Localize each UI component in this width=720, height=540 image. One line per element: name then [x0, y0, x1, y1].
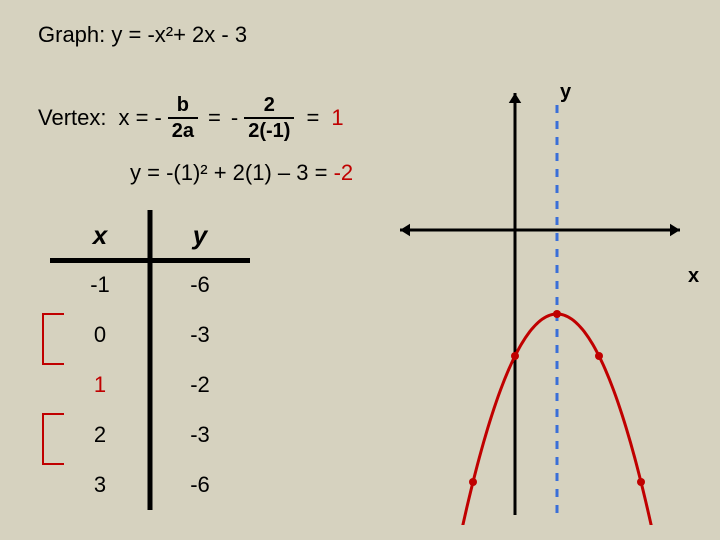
table-cell-x: -1 [50, 272, 150, 298]
x-axis-label: x [688, 265, 699, 288]
equals-1: = [208, 105, 221, 131]
table-header-y: y [150, 220, 250, 251]
graph-svg [400, 85, 700, 525]
vertex-equation: Vertex: x = - b 2a = - 2 2(-1) = 1 [38, 95, 344, 141]
value-table: x y -1-60-31-22-33-6 [50, 210, 250, 510]
y-calculation: y = -(1)² + 2(1) – 3 = -2 [130, 160, 353, 186]
y-calc-result: -2 [334, 160, 354, 185]
frac1-num: b [173, 95, 193, 117]
table-cell-y: -6 [150, 272, 250, 298]
minus-sign-2: - [231, 105, 238, 131]
table-vline [148, 210, 153, 510]
y-calc-prefix: y = -(1)² + 2(1) – 3 = [130, 160, 334, 185]
table-cell-x: 3 [50, 472, 150, 498]
frac2-den: 2(-1) [244, 117, 294, 141]
fraction-2-2neg1: 2 2(-1) [244, 95, 294, 141]
frac1-den: 2a [168, 117, 198, 141]
bracket-bottom [42, 413, 64, 465]
vertex-label: Vertex: [38, 105, 106, 131]
frac2-num: 2 [260, 95, 279, 117]
fraction-b-2a: b 2a [168, 95, 198, 141]
table-header-x: x [50, 220, 150, 251]
page-title: Graph: y = -x²+ 2x - 3 [38, 22, 247, 48]
table-cell-x: 2 [50, 422, 150, 448]
table-cell-x: 1 [50, 372, 150, 398]
vertex-xeq: x = [118, 105, 148, 131]
bracket-top [42, 313, 64, 365]
y-axis-label: y [560, 81, 571, 104]
equals-2: = [306, 105, 319, 131]
table-hline [50, 258, 250, 263]
table-cell-y: -2 [150, 372, 250, 398]
table-cell-y: -6 [150, 472, 250, 498]
vertex-x-result: 1 [331, 105, 343, 131]
table-cell-x: 0 [50, 322, 150, 348]
coordinate-graph: y x [400, 85, 700, 525]
minus-sign-1: - [154, 105, 161, 131]
table-cell-y: -3 [150, 322, 250, 348]
table-cell-y: -3 [150, 422, 250, 448]
